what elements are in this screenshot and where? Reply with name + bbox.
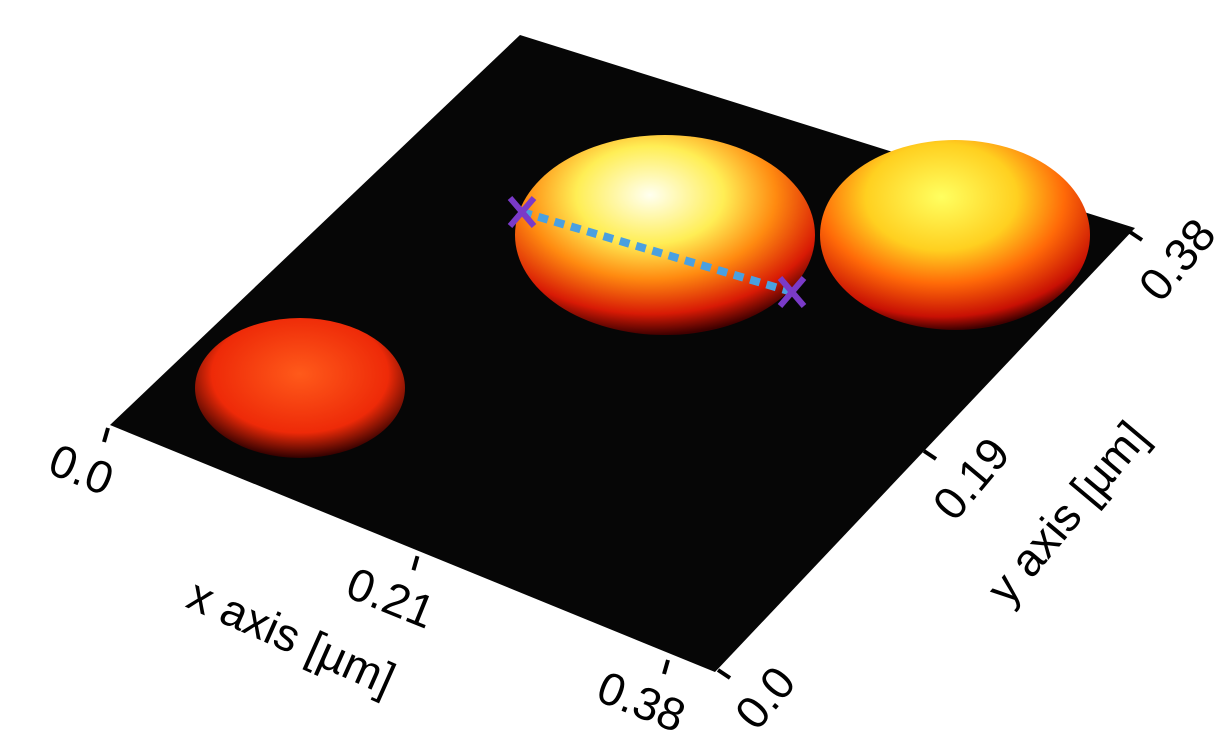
x-tick-label: 0.38 <box>590 661 692 743</box>
tick-mark <box>104 428 108 442</box>
surface-peak <box>515 135 815 335</box>
surface-peak <box>195 318 405 458</box>
tick-mark <box>718 670 730 678</box>
x-tick-label: 0.0 <box>42 433 121 505</box>
tick-mark <box>664 660 668 674</box>
y-tick-label: 0.38 <box>1128 209 1221 311</box>
tick-mark <box>1130 232 1142 240</box>
x-tick-label: 0.21 <box>340 557 442 639</box>
y-axis-label: y axis [µm] <box>976 411 1158 614</box>
y-tick-label: 0.0 <box>725 656 806 738</box>
surface-peak <box>820 140 1090 330</box>
tick-mark <box>924 451 936 459</box>
tick-mark <box>413 556 417 570</box>
chart: x axis [µm] y axis [µm] 0.00.210.380.00.… <box>0 0 1221 746</box>
y-tick-label: 0.19 <box>922 428 1019 530</box>
